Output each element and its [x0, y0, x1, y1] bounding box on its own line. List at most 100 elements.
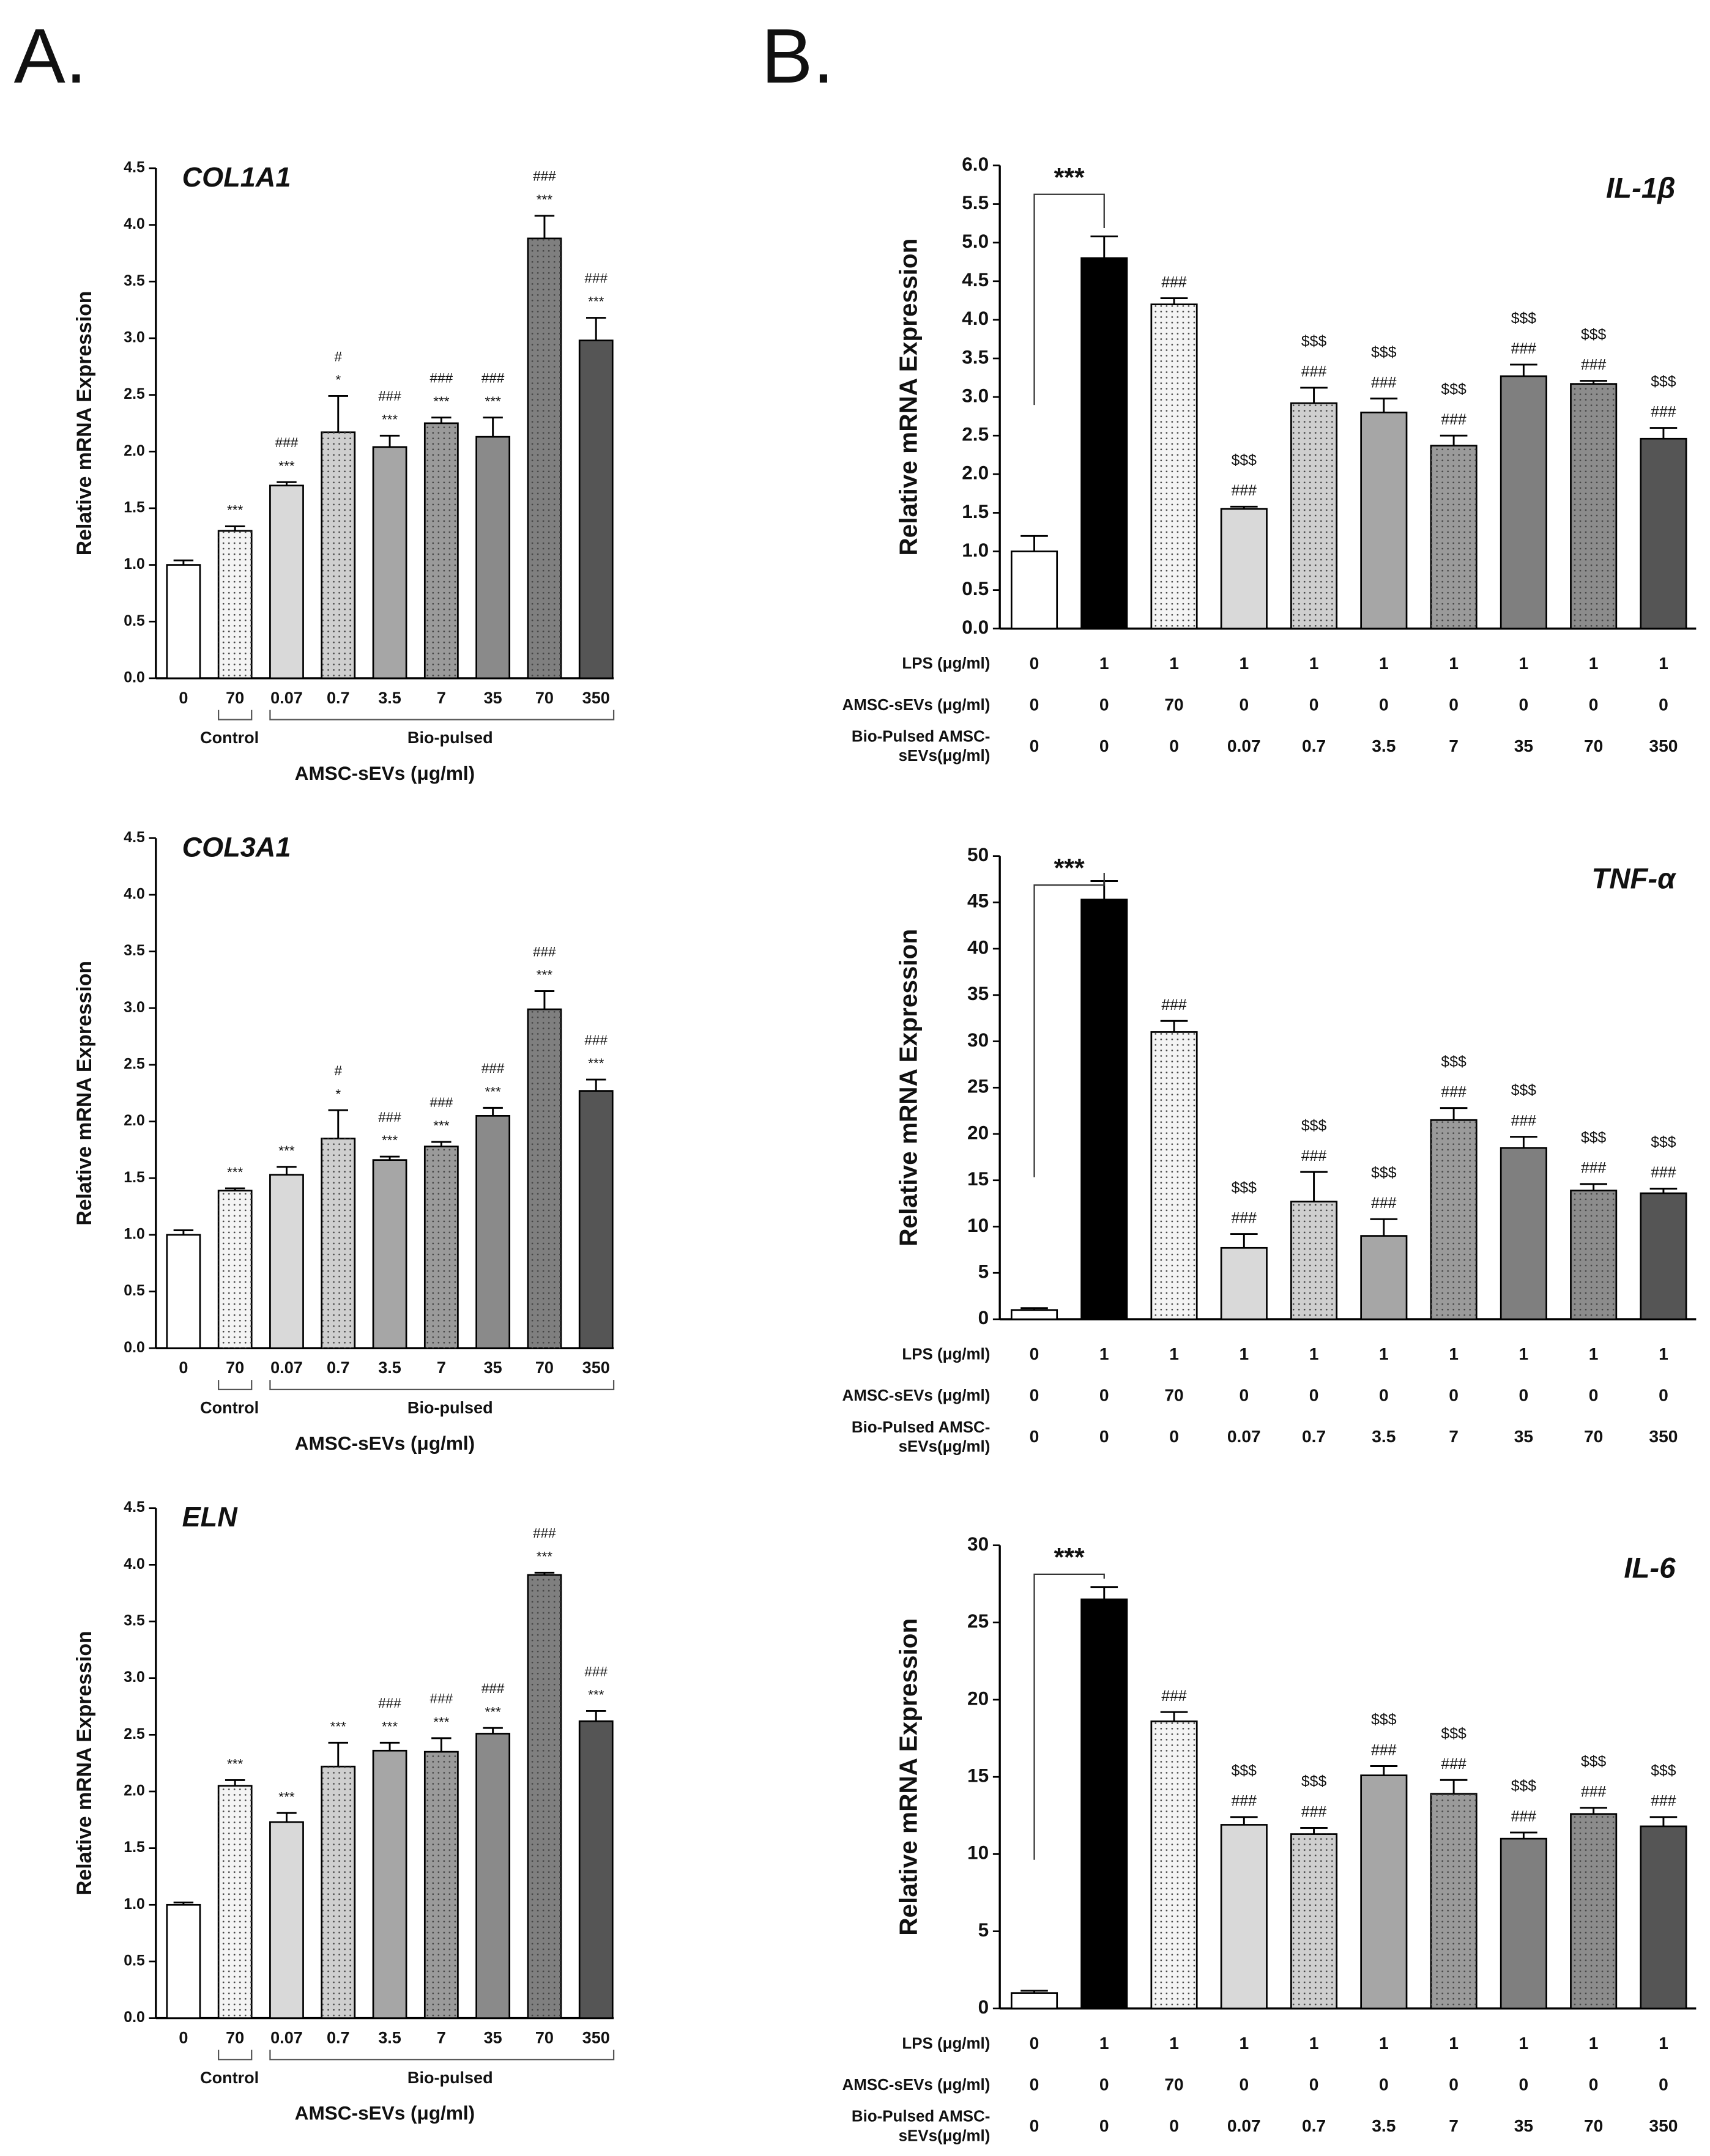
x-tick-label: 0.07 — [270, 2029, 303, 2047]
table-cell: 0 — [1659, 2074, 1668, 2094]
y-tick-label: 4.5 — [124, 160, 145, 176]
table-cell: 0.7 — [1302, 736, 1326, 755]
significance-label: *** — [537, 968, 553, 983]
table-cell: 350 — [1649, 736, 1678, 755]
bar — [475, 435, 511, 680]
significance-label: *** — [330, 1719, 347, 1734]
significance-label: ### — [481, 1061, 505, 1076]
y-tick-label: 2.5 — [124, 1056, 145, 1073]
bar — [372, 1749, 407, 2019]
significance-label: * — [335, 372, 341, 388]
table-cell: 0 — [1309, 694, 1319, 714]
bar — [372, 446, 407, 680]
x-tick-label: 70 — [535, 2029, 554, 2047]
significance-label: ### — [1301, 1148, 1327, 1165]
table-row-label: sEVs(μg/ml) — [899, 1438, 991, 1455]
significance-label: *** — [485, 394, 501, 409]
table-cell: 0.07 — [1227, 1426, 1261, 1446]
significance-label: *** — [278, 458, 295, 473]
y-tick-label: 1.0 — [962, 539, 989, 561]
significance-label: *** — [588, 294, 604, 309]
table-cell: 0 — [1169, 1426, 1179, 1446]
group-bracket — [269, 709, 615, 721]
significance-label: ### — [1441, 412, 1467, 428]
bar-texture — [321, 1138, 355, 1349]
bar — [1360, 411, 1408, 630]
table-cell: 0.07 — [1227, 2116, 1261, 2135]
bar-texture — [1151, 1032, 1197, 1319]
y-tick-label: 25 — [967, 1075, 989, 1097]
x-tick-label: 0 — [179, 2029, 188, 2047]
significance-label: ### — [1161, 997, 1187, 1013]
significance-label: $$$ — [1232, 453, 1257, 469]
table-row-label: Bio-Pulsed AMSC- — [852, 2108, 990, 2125]
significance-label: ### — [1651, 404, 1676, 420]
table-cell: 1 — [1099, 653, 1109, 673]
table-cell: 0 — [1099, 1385, 1109, 1405]
table-row-label: AMSC-sEVs (μg/ml) — [842, 2076, 991, 2094]
x-tick-label: 70 — [535, 1358, 554, 1377]
y-tick-label: 3.0 — [124, 329, 144, 346]
table-row-label: sEVs(μg/ml) — [899, 2127, 991, 2144]
table-cell: 0 — [1589, 2074, 1599, 2094]
significance-label: ### — [481, 371, 505, 386]
table-cell: 0 — [1239, 694, 1249, 714]
table-cell: 1 — [1659, 2033, 1668, 2053]
bar — [1500, 1147, 1547, 1321]
bar-texture — [218, 1190, 252, 1349]
significance-label: ### — [533, 1525, 556, 1541]
group-bracket — [218, 1380, 253, 1390]
table-cell: 1 — [1239, 1344, 1249, 1363]
y-tick-label: 40 — [967, 936, 989, 958]
table-cell: 0 — [1379, 2074, 1389, 2094]
significance-bracket — [1033, 1573, 1105, 1860]
significance-label: ### — [378, 388, 401, 404]
table-cell: 0 — [1519, 2074, 1529, 2094]
table-row-label: Bio-Pulsed AMSC- — [852, 728, 990, 746]
bar — [1010, 1992, 1058, 2010]
bar-texture — [1571, 1190, 1616, 1319]
bar-texture — [1151, 1721, 1197, 2009]
table-cell: 1 — [1379, 1344, 1389, 1363]
y-tick-label: 4.0 — [962, 307, 989, 329]
bar — [1220, 508, 1268, 630]
bar — [372, 1159, 407, 1349]
bar — [1360, 1774, 1408, 2010]
y-tick-label: 3.5 — [124, 273, 145, 289]
x-tick-label: 35 — [484, 2029, 502, 2047]
y-tick-label: 1.5 — [124, 1839, 145, 1856]
bar — [475, 1115, 511, 1349]
significance-label: ### — [1161, 1688, 1187, 1705]
table-cell: 0 — [1099, 2116, 1109, 2135]
table-cell: 35 — [1514, 736, 1533, 755]
bar-texture — [321, 1766, 355, 2018]
table-cell: 35 — [1514, 1426, 1533, 1446]
table-row-label: AMSC-sEVs (μg/ml) — [842, 697, 991, 714]
bar-texture — [425, 1752, 458, 2018]
group-label: Bio-pulsed — [407, 2069, 493, 2087]
y-tick-label: 15 — [967, 1168, 989, 1190]
table-cell: 1 — [1239, 653, 1249, 673]
bar — [166, 564, 201, 680]
significance-label: $$$ — [1301, 1774, 1327, 1790]
bar — [166, 1903, 201, 2019]
x-tick-label: 350 — [582, 1358, 610, 1377]
significance-bracket — [1033, 193, 1105, 406]
significance-label: *** — [278, 1143, 295, 1158]
significance-label: ### — [584, 1032, 608, 1048]
x-tick-label: 0.7 — [327, 689, 350, 707]
bar-texture — [425, 1146, 458, 1349]
significance-label: ### — [1371, 1195, 1397, 1212]
significance-label: $$$ — [1371, 1712, 1397, 1728]
y-tick-label: 2.0 — [124, 1783, 144, 1799]
y-tick-label: 3.5 — [962, 346, 989, 368]
significance-label: *** — [433, 394, 450, 409]
y-tick-label: 25 — [967, 1610, 989, 1632]
significance-label: $$$ — [1581, 1754, 1607, 1770]
significance-label: ### — [1581, 1784, 1607, 1800]
table-cell: 70 — [1164, 694, 1183, 714]
significance-label: $$$ — [1511, 310, 1537, 327]
significance-label: $$$ — [1301, 333, 1327, 350]
table-cell: 0 — [1659, 694, 1668, 714]
significance-label: ### — [1371, 374, 1397, 391]
